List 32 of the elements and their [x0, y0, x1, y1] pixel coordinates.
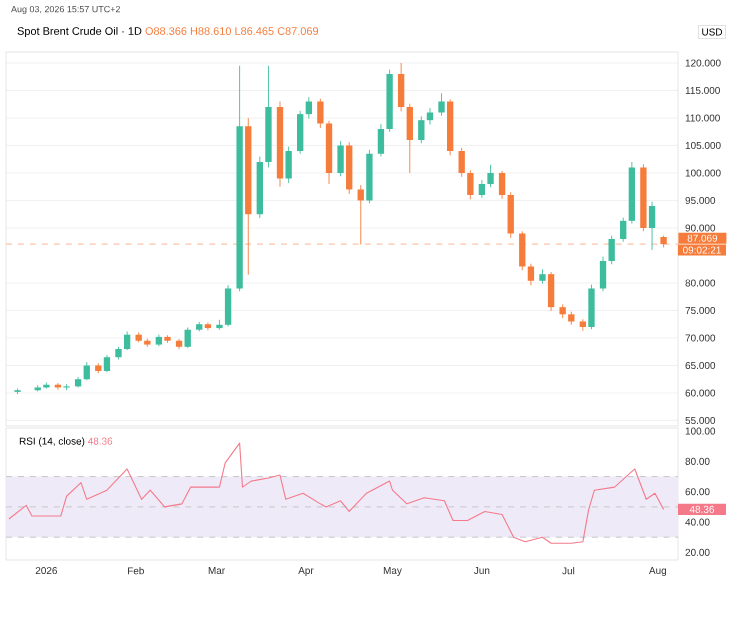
candlestick [519, 230, 526, 271]
candlestick [418, 115, 425, 144]
candlestick [285, 146, 292, 184]
candlestick [406, 103, 413, 174]
candlestick [599, 256, 607, 292]
candlestick [467, 169, 474, 200]
candlestick [426, 107, 434, 126]
candlestick [507, 191, 514, 239]
candlestick [63, 383, 70, 391]
candlestick [366, 149, 373, 204]
candlestick [346, 141, 353, 195]
candlestick [377, 123, 385, 157]
candlestick [438, 92, 445, 117]
candlestick [123, 330, 131, 351]
candlestick [547, 271, 555, 312]
candlestick [337, 140, 344, 177]
candlestick [648, 201, 656, 251]
candlestick [458, 147, 465, 178]
candlestick [297, 110, 304, 155]
candlestick [498, 170, 506, 200]
candlestick [527, 263, 535, 286]
candlestick [184, 327, 191, 349]
candlestick [397, 62, 405, 112]
candlestick [305, 96, 313, 119]
candlestick [588, 284, 595, 330]
candlestick [487, 164, 494, 188]
candlestick [608, 235, 615, 265]
candlestick [224, 284, 232, 327]
candlestick [83, 361, 90, 381]
candlestick [620, 217, 627, 243]
candlestick [357, 184, 364, 245]
candlestick [317, 98, 324, 129]
